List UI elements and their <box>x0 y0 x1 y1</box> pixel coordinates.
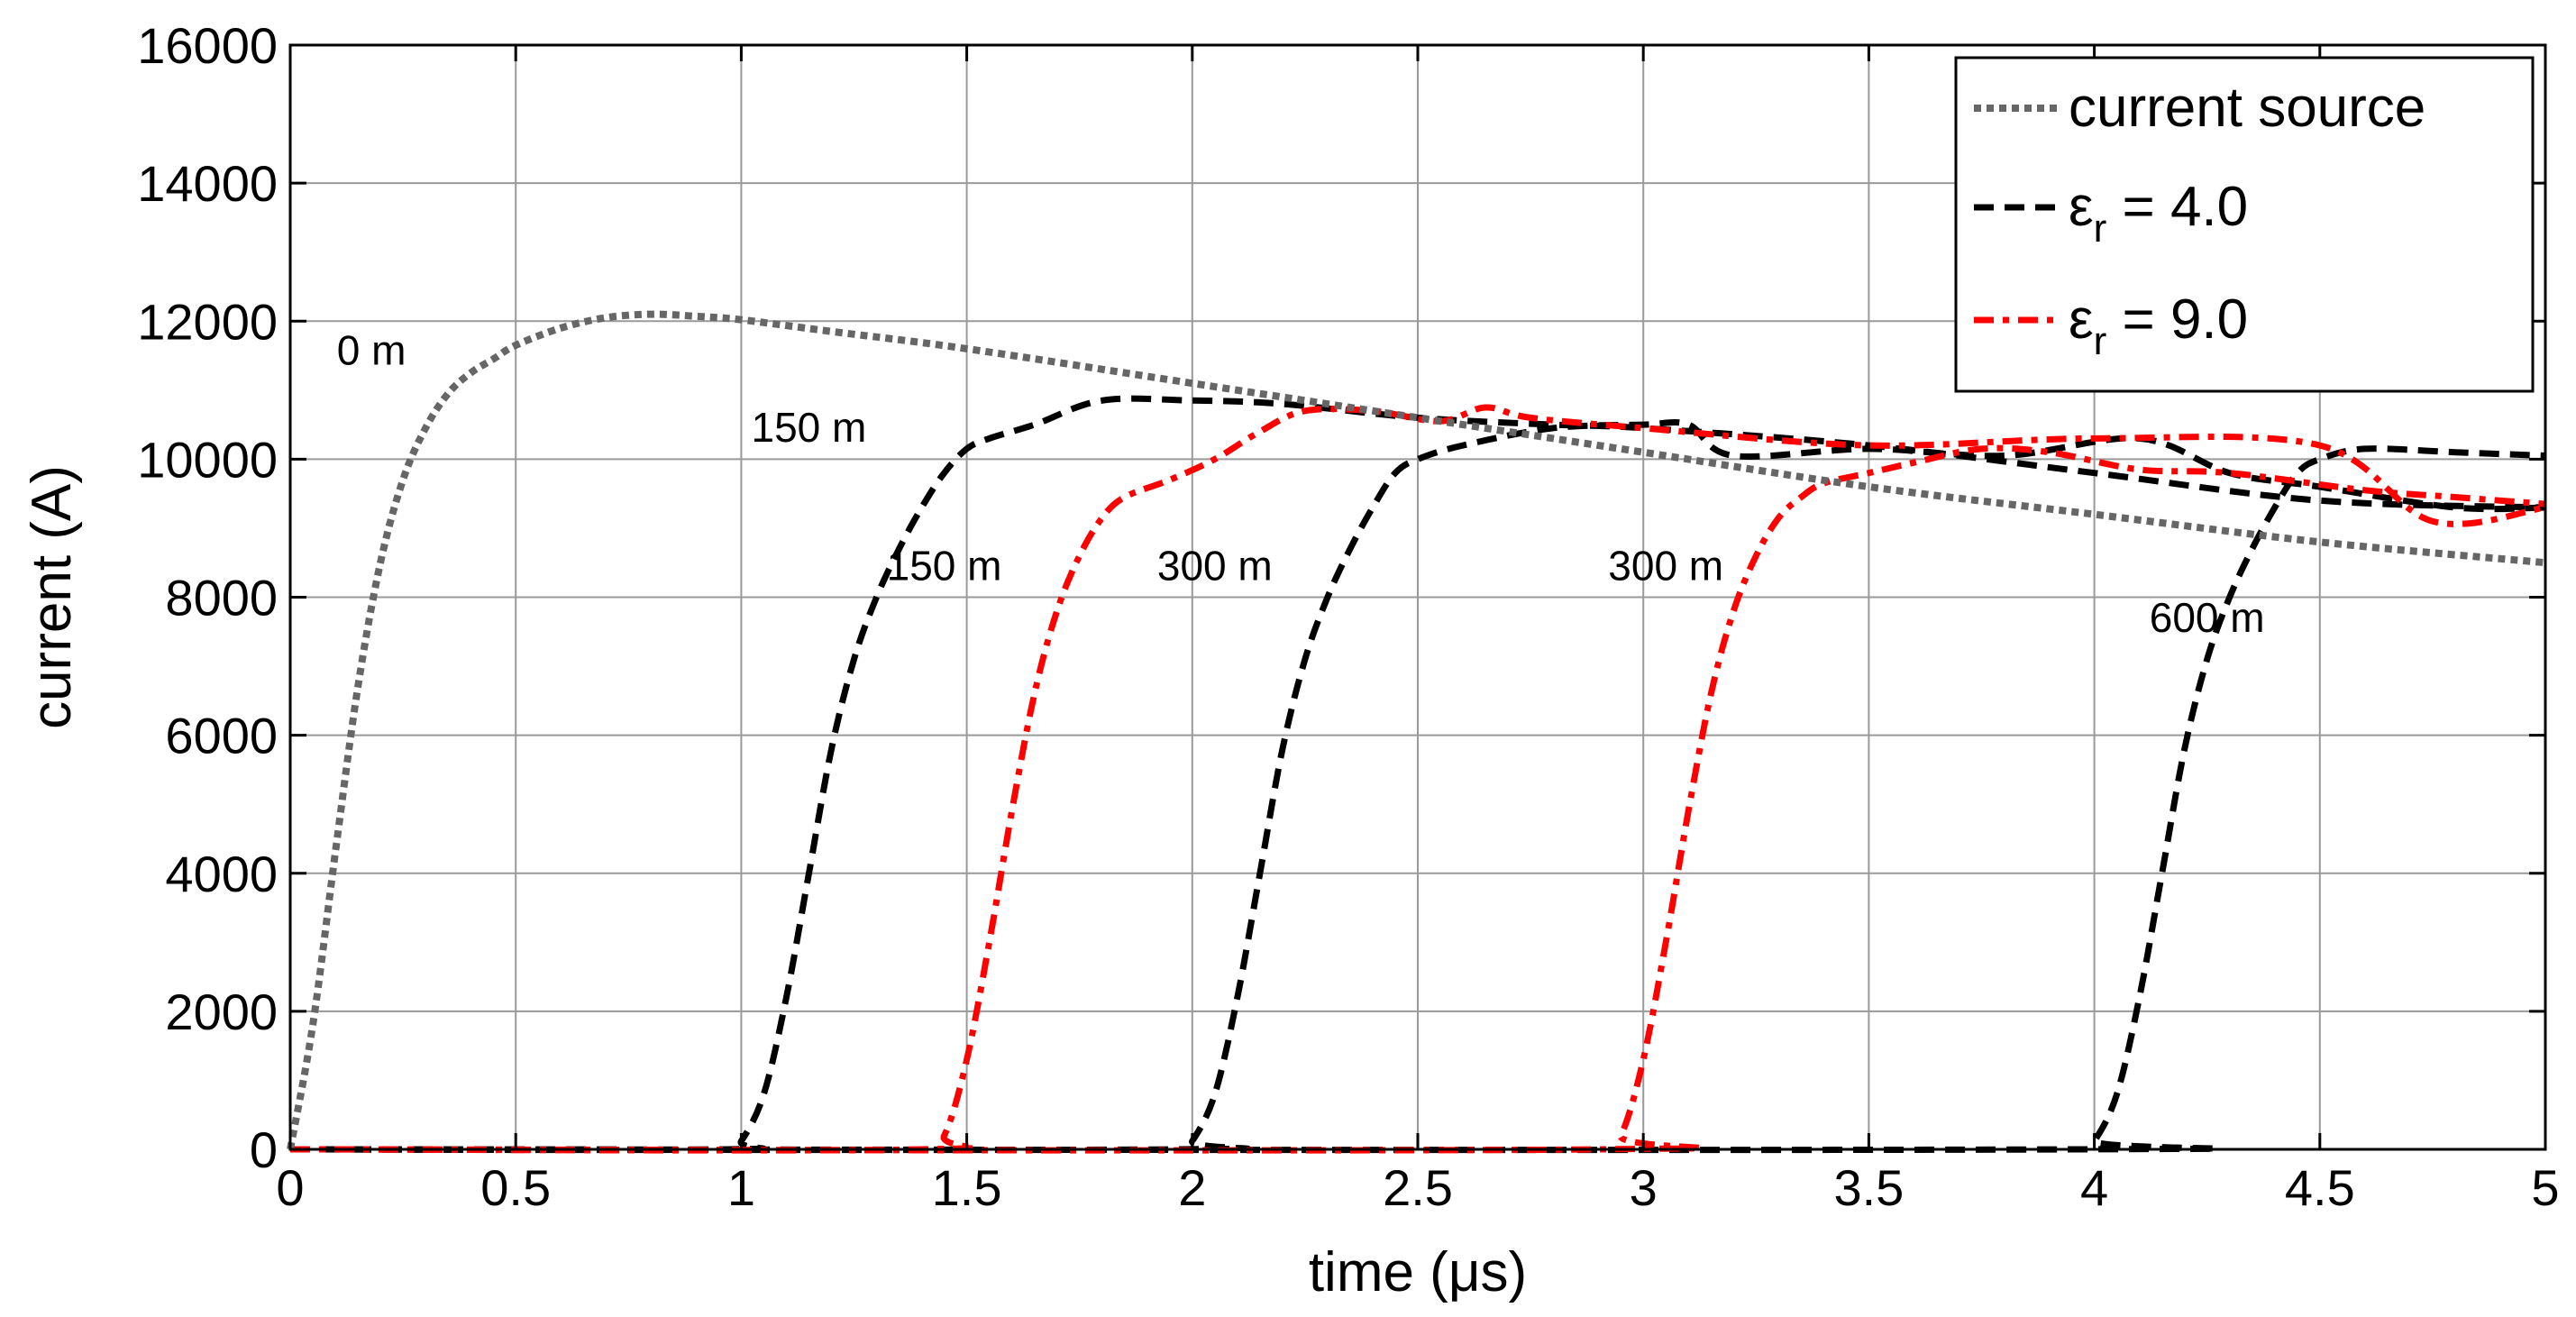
x-tick-label: 5 <box>2531 1159 2559 1216</box>
x-tick-label: 0.5 <box>480 1159 551 1216</box>
x-tick-label: 3 <box>1630 1159 1658 1216</box>
x-tick-label: 2 <box>1178 1159 1206 1216</box>
x-tick-label: 3.5 <box>1833 1159 1904 1216</box>
y-axis-label: current (A) <box>21 465 83 729</box>
y-tick-label: 4000 <box>165 846 278 902</box>
distance-annotation: 150 m <box>752 404 867 451</box>
series-line-current-source <box>287 310 2546 1150</box>
y-tick-label: 0 <box>250 1121 278 1178</box>
distance-annotation: 150 m <box>887 542 1002 589</box>
y-tick-label: 10000 <box>137 431 278 488</box>
series-line--r-9-0 <box>289 404 2546 1154</box>
legend-symbol: ε <box>2069 288 2094 351</box>
y-tick-label: 6000 <box>165 708 278 764</box>
y-tick-label: 12000 <box>137 293 278 350</box>
annotations: 0 m 150 m 150 m 300 m 300 m 600 m <box>337 326 2265 640</box>
x-axis-label: time (μs) <box>1309 1241 1527 1303</box>
y-tick-label: 8000 <box>165 570 278 626</box>
x-tick-label: 4 <box>2080 1159 2108 1216</box>
legend-value: = 4.0 <box>2106 176 2248 238</box>
series-line--r-4-0 <box>289 395 2546 1154</box>
legend-subscript: r <box>2094 206 2107 251</box>
distance-annotation: 0 m <box>337 326 406 373</box>
legend-box <box>1954 56 2535 393</box>
legend-label: current source <box>2069 77 2425 139</box>
ticks: 0 0.5 1 1.5 2 2.5 3 3.5 4 4.5 5 0 2000 4000 6000 8000 10… <box>137 17 2559 1216</box>
legend-value: = 9.0 <box>2106 288 2248 351</box>
y-tick-label: 14000 <box>137 155 278 212</box>
x-tick-label: 1 <box>727 1159 755 1216</box>
distance-annotation: 300 m <box>1157 542 1273 589</box>
legend-label: εr = 9.0 <box>2069 288 2248 363</box>
y-tick-label: 2000 <box>165 983 278 1040</box>
y-tick-label: 16000 <box>137 17 278 74</box>
distance-annotation: 600 m <box>2150 594 2265 641</box>
legend-label: εr = 4.0 <box>2069 176 2248 251</box>
legend-symbol: ε <box>2069 176 2094 238</box>
x-tick-label: 2.5 <box>1383 1159 1453 1216</box>
x-tick-label: 0 <box>276 1159 304 1216</box>
x-tick-label: 1.5 <box>932 1159 1002 1216</box>
legend-subscript: r <box>2094 319 2107 363</box>
distance-annotation: 300 m <box>1608 542 1723 589</box>
x-tick-label: 4.5 <box>2285 1159 2355 1216</box>
